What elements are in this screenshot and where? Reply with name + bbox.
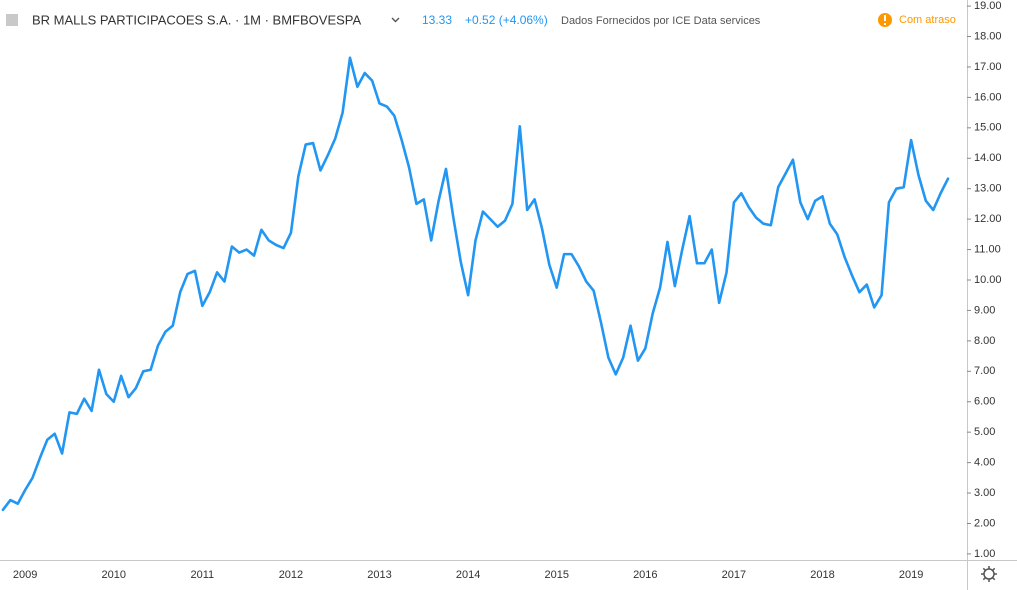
delay-icon-bar xyxy=(884,15,886,21)
y-tick-label: 9.00 xyxy=(974,304,995,316)
y-tick-label: 16.00 xyxy=(974,91,1002,103)
x-tick-label: 2016 xyxy=(633,569,657,581)
x-tick-label: 2015 xyxy=(544,569,568,581)
settings-icon[interactable] xyxy=(981,566,997,582)
price-line xyxy=(1,56,950,512)
price-change: +0.52 (+4.06%) xyxy=(465,13,548,27)
symbol-icon[interactable] xyxy=(6,14,18,26)
plot-area xyxy=(1,56,950,512)
y-tick-label: 2.00 xyxy=(974,517,995,529)
last-price: 13.33 xyxy=(422,13,452,27)
y-tick-label: 17.00 xyxy=(974,61,1002,73)
x-tick-label: 2013 xyxy=(367,569,391,581)
x-tick-label: 2019 xyxy=(899,569,923,581)
settings-teeth xyxy=(981,566,997,582)
y-tick-label: 8.00 xyxy=(974,335,995,347)
y-tick-label: 13.00 xyxy=(974,183,1002,195)
delay-status[interactable]: Com atraso xyxy=(899,14,956,26)
y-tick-label: 11.00 xyxy=(974,243,1001,255)
y-tick-label: 5.00 xyxy=(974,426,995,438)
y-tick-label: 7.00 xyxy=(974,365,995,377)
y-tick-label: 14.00 xyxy=(974,152,1002,164)
data-source: Dados Fornecidos por ICE Data services xyxy=(561,15,761,27)
x-tick-label: 2012 xyxy=(279,569,303,581)
y-tick-label: 3.00 xyxy=(974,487,995,499)
y-tick-label: 6.00 xyxy=(974,396,995,408)
dropdown-arrow[interactable] xyxy=(391,17,400,23)
delay-icon[interactable] xyxy=(878,13,892,27)
delay-icon-dot xyxy=(884,23,886,25)
y-tick-label: 15.00 xyxy=(974,122,1002,134)
y-tick-label: 12.00 xyxy=(974,213,1002,225)
x-tick-label: 2009 xyxy=(13,569,37,581)
x-tick-label: 2017 xyxy=(722,569,746,581)
y-tick-label: 19.00 xyxy=(974,0,1002,12)
chart-title[interactable]: BR MALLS PARTICIPACOES S.A. · 1M · BMFBO… xyxy=(32,12,361,27)
x-tick-label: 2018 xyxy=(810,569,834,581)
x-tick-label: 2014 xyxy=(456,569,480,581)
y-tick-label: 18.00 xyxy=(974,30,1002,42)
x-tick-label: 2011 xyxy=(191,569,215,581)
x-tick-label: 2010 xyxy=(102,569,126,581)
y-tick-label: 4.00 xyxy=(974,457,995,469)
y-tick-label: 10.00 xyxy=(974,274,1002,286)
y-tick-label: 1.00 xyxy=(974,548,995,560)
